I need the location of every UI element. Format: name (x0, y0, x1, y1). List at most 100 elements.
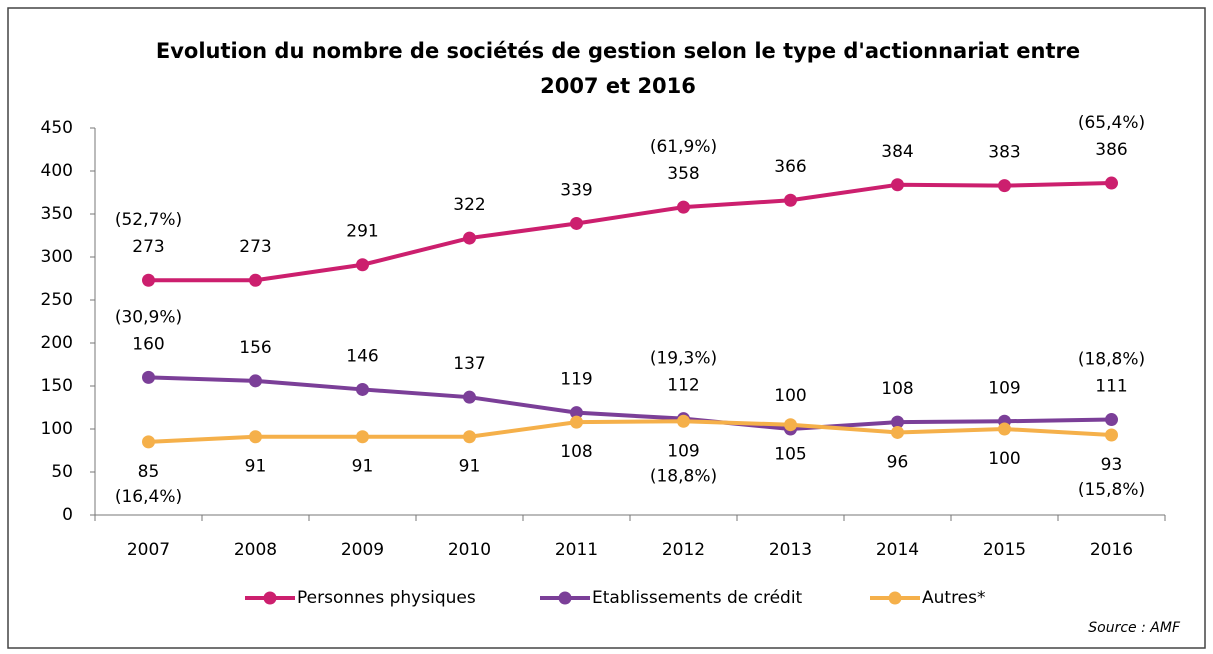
data-label: 156 (239, 338, 271, 358)
point (249, 273, 262, 287)
data-label: 93 (1101, 455, 1123, 475)
point (249, 374, 262, 388)
point (998, 179, 1011, 193)
chart-title: 2007 et 2016 (540, 74, 696, 98)
data-label: 85 (138, 462, 160, 482)
x-tick-label: 2010 (448, 540, 491, 560)
y-tick-label: 50 (51, 462, 73, 482)
data-label: 339 (560, 180, 592, 200)
y-tick-label: 250 (41, 290, 73, 310)
pct-label: (19,3%) (650, 349, 717, 369)
legend-marker (263, 591, 277, 605)
data-label: 111 (1095, 377, 1127, 397)
data-label: 91 (459, 457, 481, 477)
legend-label: Etablissements de crédit (592, 588, 803, 608)
point (356, 258, 369, 272)
data-label: 112 (667, 376, 699, 396)
data-label: 291 (346, 222, 378, 242)
point (570, 415, 583, 429)
data-label: 383 (988, 143, 1020, 163)
y-tick-label: 400 (41, 161, 73, 181)
point (249, 430, 262, 444)
data-label: 146 (346, 346, 378, 366)
pct-label: (52,7%) (115, 210, 182, 230)
point (677, 414, 690, 428)
point (891, 178, 904, 192)
data-label: 386 (1095, 140, 1127, 160)
x-tick-label: 2009 (341, 540, 384, 560)
legend-marker (888, 591, 902, 605)
point (463, 390, 476, 404)
point (891, 415, 904, 429)
chart-border (7, 7, 1206, 649)
point (463, 231, 476, 245)
data-label: 137 (453, 354, 485, 374)
point (1105, 176, 1118, 190)
data-label: 273 (132, 237, 164, 257)
data-label: 358 (667, 164, 699, 184)
y-tick-label: 450 (41, 118, 73, 138)
pct-label: (15,8%) (1078, 480, 1145, 500)
y-tick-label: 300 (41, 247, 73, 267)
point (784, 418, 797, 432)
y-tick-label: 100 (41, 419, 73, 439)
x-tick-label: 2015 (983, 540, 1026, 560)
y-tick-label: 0 (62, 505, 73, 525)
pct-label: (30,9%) (115, 307, 182, 327)
data-label: 100 (774, 386, 806, 406)
point (1105, 428, 1118, 442)
data-label: 91 (352, 457, 374, 477)
point (142, 273, 155, 287)
data-label: 105 (774, 445, 806, 465)
point (998, 422, 1011, 436)
data-label: 109 (667, 441, 699, 461)
point (891, 425, 904, 439)
source: Source : AMF (1088, 620, 1181, 636)
line (148, 419, 1112, 444)
data-label: 91 (245, 457, 267, 477)
data-label: 108 (560, 442, 592, 462)
x-tick-label: 2007 (127, 540, 170, 560)
x-tick-label: 2008 (234, 540, 277, 560)
data-label: 100 (988, 449, 1020, 469)
pct-label: (61,9%) (650, 137, 717, 157)
x-tick-label: 2014 (876, 540, 919, 560)
data-label: 96 (887, 452, 909, 472)
x-tick-label: 2011 (555, 540, 598, 560)
x-tick-label: 2013 (769, 540, 812, 560)
legend-marker (558, 591, 572, 605)
data-label: 366 (774, 157, 806, 177)
point (142, 435, 155, 449)
data-label: 119 (560, 370, 592, 390)
y-tick-label: 150 (41, 376, 73, 396)
line (148, 181, 1112, 283)
point (463, 430, 476, 444)
y-tick-label: 200 (41, 333, 73, 353)
data-label: 322 (453, 195, 485, 215)
point (356, 382, 369, 396)
data-label: 384 (881, 142, 913, 162)
data-label: 273 (239, 237, 271, 257)
legend-label: Personnes physiques (297, 588, 476, 608)
point (570, 406, 583, 420)
data-label: 108 (881, 379, 913, 399)
pct-label: (65,4%) (1078, 113, 1145, 133)
pct-label: (18,8%) (650, 466, 717, 486)
chart-title: Evolution du nombre de sociétés de gesti… (156, 39, 1080, 63)
point (1105, 413, 1118, 427)
point (784, 193, 797, 207)
x-tick-label: 2016 (1090, 540, 1133, 560)
y-tick-label: 350 (41, 204, 73, 224)
pct-label: (18,8%) (1078, 350, 1145, 370)
data-label: 109 (988, 378, 1020, 398)
data-label: 160 (132, 334, 164, 354)
point (570, 216, 583, 230)
line (148, 375, 1112, 432)
point (356, 430, 369, 444)
point (142, 370, 155, 384)
x-tick-label: 2012 (662, 540, 705, 560)
point (677, 200, 690, 214)
legend-label: Autres* (922, 588, 986, 608)
pct-label: (16,4%) (115, 487, 182, 507)
